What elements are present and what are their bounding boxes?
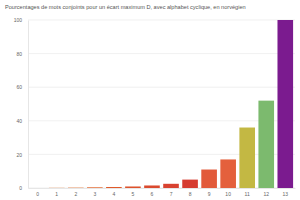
y-tick-label: 0 (19, 185, 22, 191)
x-tick-label: 6 (151, 191, 154, 197)
x-axis: 012345678910111213 (29, 188, 296, 197)
grid-line (28, 53, 295, 54)
grid-line (28, 120, 295, 121)
bar (201, 170, 217, 188)
y-axis-line (28, 21, 29, 189)
y-axis: 0 20 40 60 80 100 (14, 17, 29, 191)
x-axis-line (29, 188, 296, 189)
bar (87, 187, 103, 188)
x-tick-label: 12 (263, 191, 269, 197)
bar (239, 128, 255, 188)
x-tick: 4 (112, 188, 115, 197)
bar (144, 185, 160, 188)
y-tick: 60 (16, 84, 28, 90)
x-tick-label: 4 (112, 191, 115, 197)
bar (68, 187, 84, 188)
x-tick: 8 (189, 188, 192, 197)
x-tick: 5 (132, 188, 135, 197)
x-tick-label: 13 (283, 191, 289, 197)
bars (49, 20, 293, 188)
y-tick-label: 60 (16, 84, 22, 90)
bar (258, 101, 274, 188)
x-tick: 12 (263, 188, 269, 197)
chart: Pourcentages de mots conjoints pour un é… (0, 0, 300, 200)
y-tick: 40 (16, 118, 28, 124)
grid (28, 20, 295, 188)
x-tick-label: 11 (245, 191, 250, 197)
x-tick: 7 (170, 188, 173, 197)
x-tick-label: 2 (74, 191, 77, 197)
x-tick: 3 (93, 188, 96, 197)
grid-line (28, 20, 295, 21)
x-tick: 11 (245, 188, 250, 197)
x-tick: 2 (74, 188, 77, 197)
bar (30, 188, 46, 189)
x-tick-label: 7 (170, 191, 173, 197)
bar (220, 159, 236, 188)
bar (125, 186, 141, 188)
y-tick: 0 (19, 185, 28, 191)
bar (49, 187, 65, 188)
x-tick-label: 10 (225, 191, 231, 197)
x-tick: 9 (208, 188, 211, 197)
x-tick-label: 3 (93, 191, 96, 197)
x-tick: 6 (151, 188, 154, 197)
x-tick-label: 0 (36, 191, 39, 197)
x-tick-label: 8 (189, 191, 192, 197)
bar (163, 184, 179, 188)
y-tick-label: 40 (16, 118, 22, 124)
bar (182, 180, 198, 188)
y-tick: 80 (16, 51, 28, 57)
x-tick: 1 (55, 188, 58, 197)
x-tick: 13 (283, 188, 289, 197)
bar (277, 20, 293, 188)
x-tick: 0 (36, 188, 39, 197)
y-tick: 100 (14, 17, 28, 23)
x-tick-label: 5 (132, 191, 135, 197)
grid-line (28, 87, 295, 88)
y-tick-label: 100 (14, 17, 23, 23)
bar (106, 187, 122, 188)
y-tick: 20 (16, 152, 28, 158)
y-tick-label: 80 (16, 51, 22, 57)
x-tick-label: 9 (208, 191, 211, 197)
title: Pourcentages de mots conjoints pour un é… (5, 4, 246, 10)
plot: 020406080100012345678910111213 (14, 17, 296, 196)
x-tick-label: 1 (55, 191, 58, 197)
x-tick: 10 (225, 188, 231, 197)
y-tick-label: 20 (16, 152, 22, 158)
